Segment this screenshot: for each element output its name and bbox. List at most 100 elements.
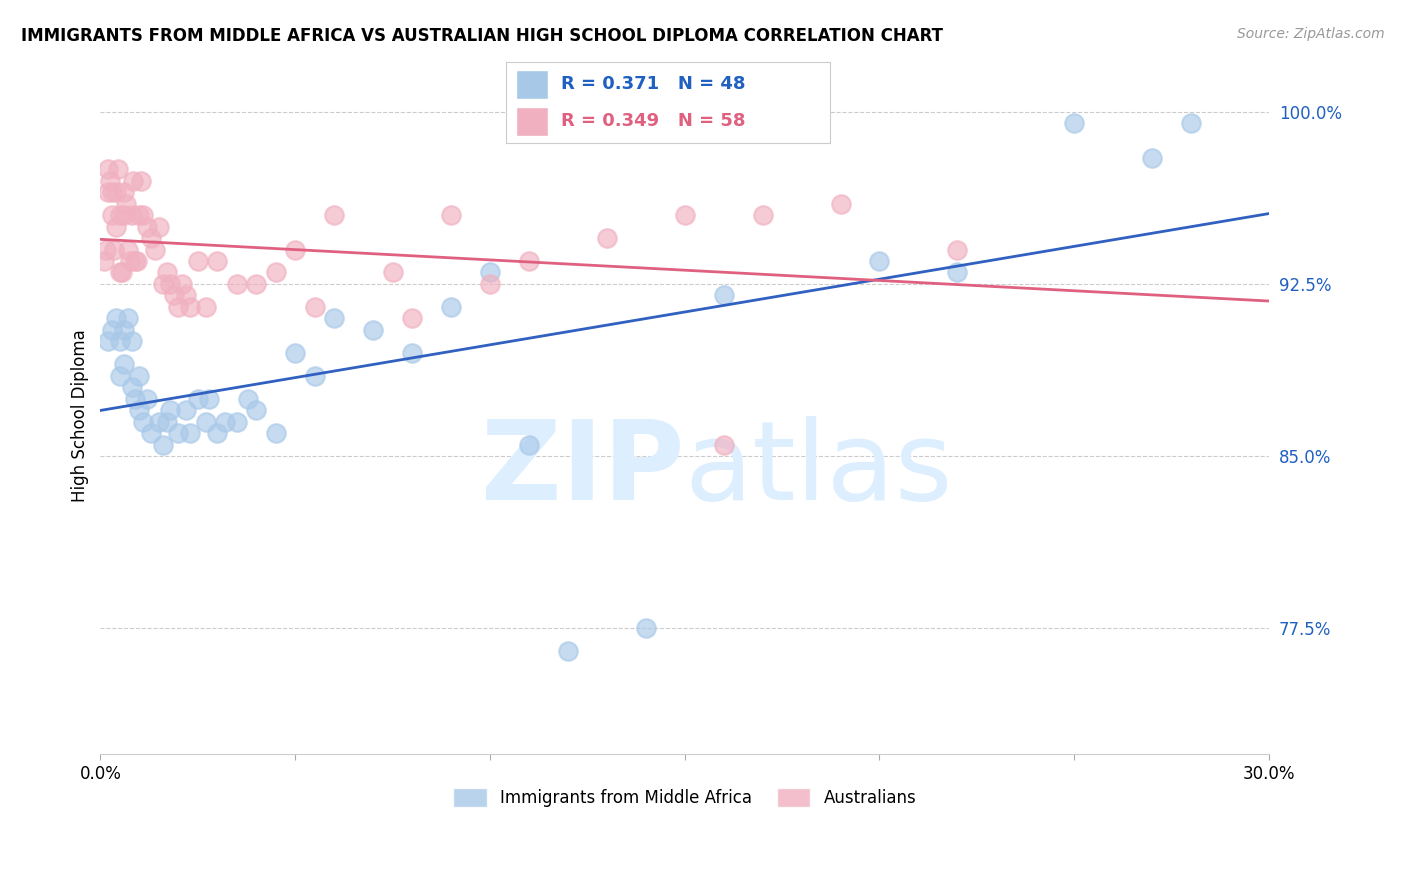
- Point: [634, 621, 657, 635]
- Point: [152, 277, 174, 291]
- Point: [205, 425, 228, 440]
- Text: IMMIGRANTS FROM MIDDLE AFRICA VS AUSTRALIAN HIGH SCHOOL DIPLOMA CORRELATION CHAR: IMMIGRANTS FROM MIDDLE AFRICA VS AUSTRAL…: [21, 27, 943, 45]
- Point: [713, 437, 735, 451]
- Point: [478, 277, 501, 291]
- Point: [96, 243, 118, 257]
- Legend: Immigrants from Middle Africa, Australians: Immigrants from Middle Africa, Australia…: [447, 781, 922, 814]
- Point: [596, 231, 619, 245]
- Point: [179, 425, 201, 440]
- Point: [139, 425, 162, 440]
- Point: [98, 174, 121, 188]
- Point: [167, 300, 190, 314]
- Point: [108, 368, 131, 383]
- Point: [117, 243, 139, 257]
- Point: [122, 174, 145, 188]
- Point: [361, 323, 384, 337]
- Point: [124, 254, 146, 268]
- Bar: [516, 70, 548, 99]
- Point: [264, 265, 287, 279]
- Point: [1180, 116, 1202, 130]
- Point: [174, 403, 197, 417]
- Point: [401, 311, 423, 326]
- Point: [93, 254, 115, 268]
- Point: [148, 415, 170, 429]
- Point: [97, 162, 120, 177]
- Point: [187, 392, 209, 406]
- Point: [143, 243, 166, 257]
- Point: [132, 415, 155, 429]
- Point: [187, 254, 209, 268]
- Point: [946, 243, 969, 257]
- Point: [107, 162, 129, 177]
- Point: [163, 288, 186, 302]
- Point: [111, 265, 134, 279]
- Point: [101, 208, 124, 222]
- Point: [128, 208, 150, 222]
- Point: [830, 196, 852, 211]
- Point: [557, 644, 579, 658]
- Point: [108, 208, 131, 222]
- Point: [114, 196, 136, 211]
- Point: [108, 334, 131, 349]
- Point: [946, 265, 969, 279]
- Point: [112, 357, 135, 371]
- Text: atlas: atlas: [685, 417, 953, 524]
- Point: [214, 415, 236, 429]
- Point: [139, 231, 162, 245]
- Point: [517, 254, 540, 268]
- Point: [117, 311, 139, 326]
- Point: [148, 219, 170, 234]
- Point: [174, 288, 197, 302]
- Point: [225, 415, 247, 429]
- Point: [194, 300, 217, 314]
- Point: [128, 368, 150, 383]
- Point: [264, 425, 287, 440]
- Point: [132, 208, 155, 222]
- Point: [304, 300, 326, 314]
- Point: [97, 185, 120, 199]
- Point: [136, 219, 159, 234]
- Text: R = 0.349   N = 58: R = 0.349 N = 58: [561, 112, 745, 130]
- Point: [381, 265, 404, 279]
- Point: [172, 277, 194, 291]
- Point: [323, 208, 346, 222]
- Point: [112, 208, 135, 222]
- Point: [869, 254, 891, 268]
- Point: [104, 185, 127, 199]
- Point: [673, 208, 696, 222]
- Text: Source: ZipAtlas.com: Source: ZipAtlas.com: [1237, 27, 1385, 41]
- Point: [284, 345, 307, 359]
- Point: [179, 300, 201, 314]
- Point: [713, 288, 735, 302]
- Point: [155, 265, 177, 279]
- Point: [440, 300, 463, 314]
- Point: [104, 311, 127, 326]
- Point: [118, 254, 141, 268]
- Text: ZIP: ZIP: [481, 417, 685, 524]
- Point: [238, 392, 260, 406]
- Point: [323, 311, 346, 326]
- Point: [103, 243, 125, 257]
- Point: [159, 403, 181, 417]
- Bar: [516, 107, 548, 136]
- Point: [155, 415, 177, 429]
- Point: [478, 265, 501, 279]
- Point: [167, 425, 190, 440]
- Point: [136, 392, 159, 406]
- Point: [517, 437, 540, 451]
- Point: [440, 208, 463, 222]
- Point: [225, 277, 247, 291]
- Point: [1063, 116, 1085, 130]
- Point: [304, 368, 326, 383]
- Text: R = 0.371   N = 48: R = 0.371 N = 48: [561, 75, 745, 93]
- Point: [121, 208, 143, 222]
- Point: [245, 277, 267, 291]
- Point: [97, 334, 120, 349]
- Point: [101, 185, 124, 199]
- Point: [198, 392, 221, 406]
- Point: [128, 403, 150, 417]
- Point: [101, 323, 124, 337]
- Point: [1140, 151, 1163, 165]
- Point: [129, 174, 152, 188]
- Point: [284, 243, 307, 257]
